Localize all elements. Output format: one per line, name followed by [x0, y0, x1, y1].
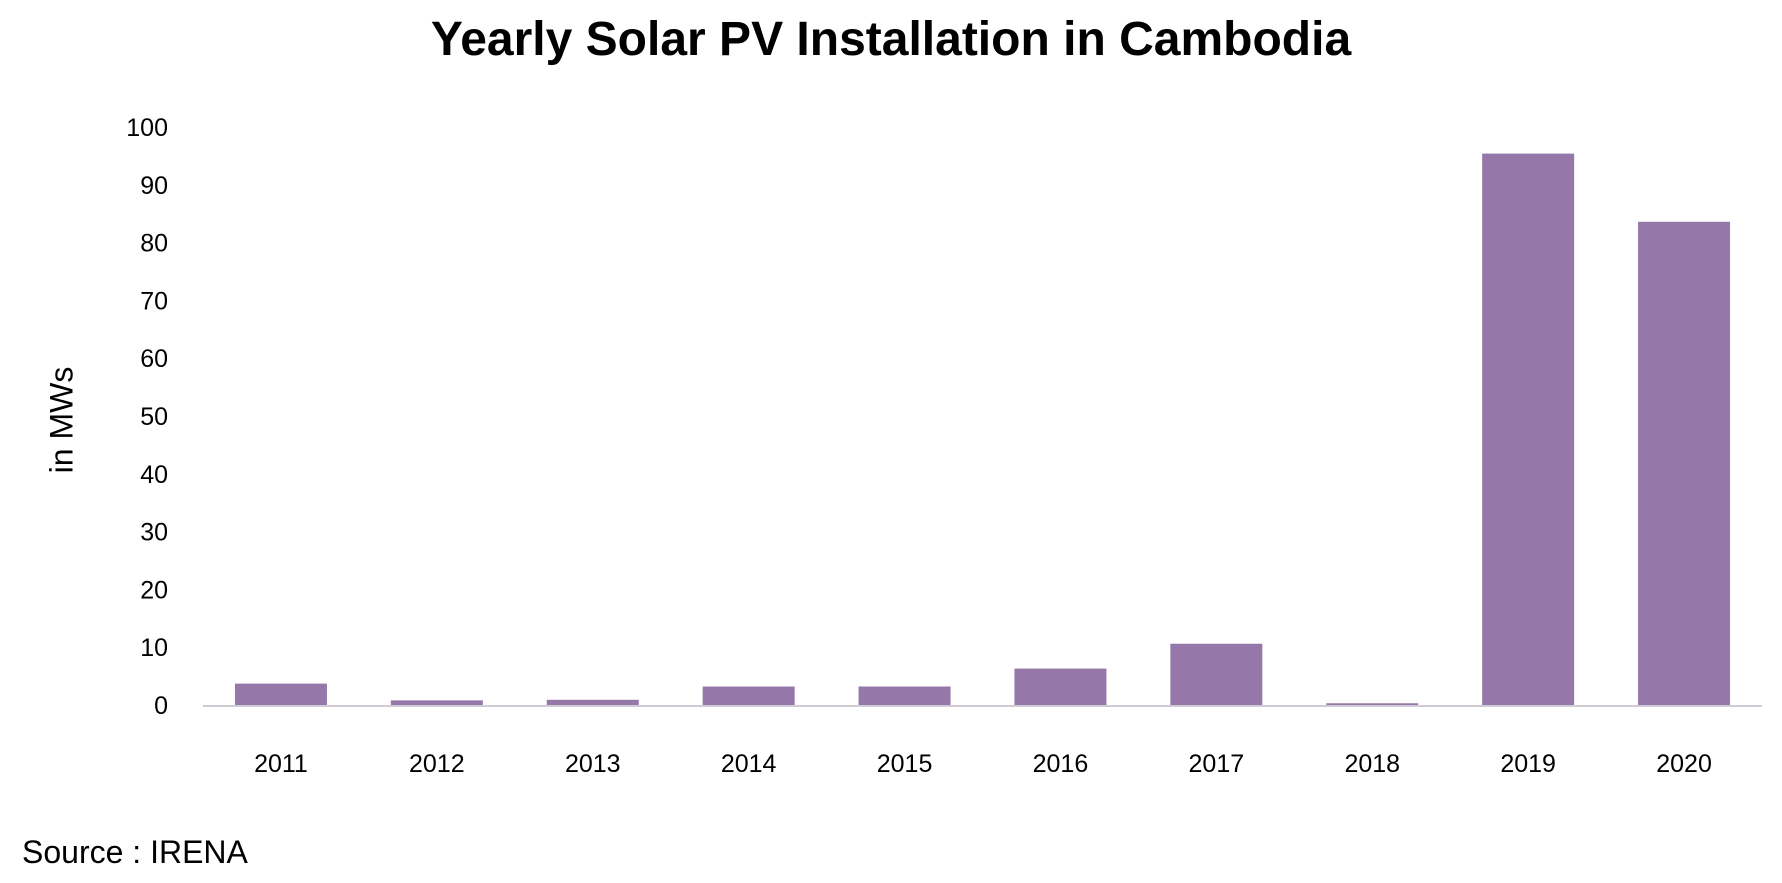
bar-2012 [390, 700, 483, 705]
bar-2016 [1014, 668, 1107, 705]
x-tick-label: 2016 [1033, 750, 1089, 778]
source-note: Source : IRENA [22, 834, 248, 870]
y-tick-label: 80 [140, 230, 168, 258]
bar-2013 [546, 699, 639, 705]
x-tick-label: 2017 [1189, 750, 1245, 778]
y-tick-label: 90 [140, 172, 168, 200]
x-tick-label: 2019 [1500, 750, 1556, 778]
y-tick-label: 50 [140, 403, 168, 431]
x-tick-label: 2011 [254, 750, 308, 778]
x-tick-label: 2014 [721, 750, 777, 778]
x-tick-label: 2013 [565, 750, 621, 778]
y-tick-label: 30 [140, 519, 168, 547]
x-tick-label: 2015 [877, 750, 933, 778]
y-tick-label: 20 [140, 576, 168, 604]
chart-title: Yearly Solar PV Installation in Cambodia [430, 13, 1352, 66]
x-tick-label: 2020 [1656, 750, 1712, 778]
y-tick-label: 40 [140, 461, 168, 489]
bar-2020 [1638, 221, 1731, 706]
bar-2019 [1482, 153, 1575, 705]
y-tick-label: 60 [140, 345, 168, 373]
x-tick-label: 2012 [409, 750, 465, 778]
y-tick-label: 70 [140, 287, 168, 315]
x-tick-label: 2018 [1344, 750, 1400, 778]
y-tick-label: 10 [140, 634, 168, 662]
bar-2011 [234, 683, 327, 705]
bar-2014 [702, 686, 795, 705]
bar-2015 [858, 686, 951, 705]
y-tick-label: 0 [154, 692, 168, 720]
bar-2017 [1170, 643, 1263, 705]
y-tick-label: 100 [126, 114, 168, 142]
bar-2018 [1326, 703, 1419, 705]
